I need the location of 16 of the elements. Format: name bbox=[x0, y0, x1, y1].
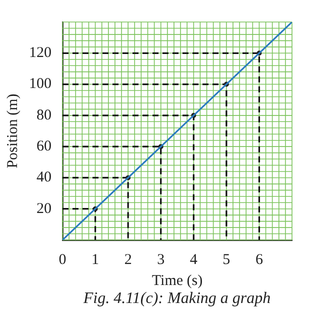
y-tick-label: 80 bbox=[36, 107, 52, 124]
x-axis-title: Time (s) bbox=[152, 272, 203, 289]
y-tick-label: 60 bbox=[36, 138, 52, 155]
x-tick-label: 2 bbox=[124, 252, 132, 268]
y-tick-label: 20 bbox=[36, 200, 52, 217]
caption: Fig. 4.11(c): Making a graph bbox=[82, 290, 272, 308]
y-tick-label: 120 bbox=[29, 45, 52, 62]
x-tick-label: 1 bbox=[92, 252, 100, 268]
x-tick-label: 4 bbox=[190, 252, 198, 268]
x-tick-label: 3 bbox=[157, 252, 165, 268]
y-tick-label: 40 bbox=[36, 170, 52, 186]
x-tick-label: 5 bbox=[222, 252, 230, 268]
x-tick-label: 0 bbox=[58, 252, 66, 268]
y-axis-title: Position (m) bbox=[4, 94, 21, 168]
y-tick-label: 100 bbox=[29, 76, 52, 92]
x-tick-label: 6 bbox=[255, 252, 264, 268]
